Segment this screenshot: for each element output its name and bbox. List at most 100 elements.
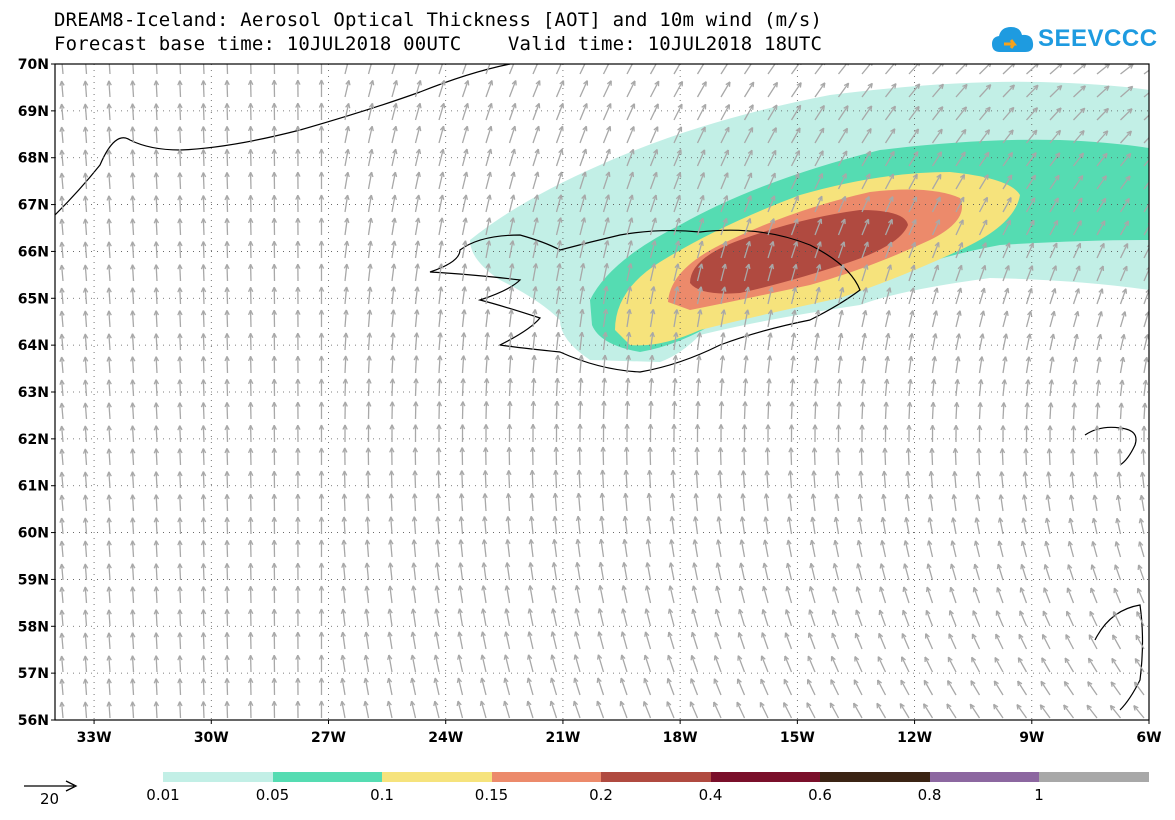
wind-arrow-head	[295, 562, 299, 568]
wind-arrow	[626, 80, 636, 98]
wind-arrow-head	[575, 539, 579, 545]
wind-arrow-head	[957, 264, 963, 270]
wind-arrow-head	[840, 218, 846, 223]
wind-arrow-head	[459, 424, 464, 430]
wind-arrow	[108, 586, 111, 604]
wind-arrow-head	[573, 654, 576, 660]
wind-arrow-head	[177, 678, 181, 684]
wind-arrow	[831, 632, 840, 650]
wind-arrow	[131, 701, 135, 719]
wind-arrow-head	[340, 654, 344, 661]
wind-arrow-head	[746, 195, 752, 200]
aot-colorbar	[163, 772, 1149, 782]
wind-arrow-head	[930, 401, 934, 407]
wind-arrow-head	[59, 494, 63, 500]
wind-arrow	[108, 310, 111, 328]
wind-arrow	[626, 263, 632, 282]
wind-arrow-head	[573, 677, 576, 683]
wind-arrow-head	[274, 57, 276, 61]
wind-arrow-head	[988, 64, 992, 68]
map-title-line-1: DREAM8-Iceland: Aerosol Optical Thicknes…	[54, 9, 823, 31]
wind-arrow-head	[526, 677, 529, 683]
wind-arrow-head	[318, 424, 323, 430]
wind-arrow-head	[698, 263, 703, 269]
wind-arrow-head	[342, 447, 346, 453]
wind-arrow	[1119, 220, 1129, 236]
wind-arrow-head	[59, 471, 63, 477]
wind-arrow	[1024, 471, 1028, 489]
wind-arrow	[649, 217, 657, 236]
wind-arrow-head	[247, 425, 252, 431]
wind-arrow-head	[673, 332, 677, 337]
wind-arrow	[226, 563, 229, 581]
wind-arrow	[343, 539, 346, 558]
wind-arrow-head	[247, 678, 252, 684]
wind-arrow-head	[737, 632, 740, 638]
wind-arrow-head	[791, 309, 796, 315]
wind-arrow-head	[201, 57, 203, 62]
wind-arrow-head	[578, 354, 583, 360]
wind-arrow	[955, 84, 968, 98]
lat-label: 63N	[18, 385, 49, 401]
wind-arrow-head	[177, 494, 181, 500]
wind-arrow-head	[740, 470, 744, 476]
lat-label: 61N	[18, 479, 49, 495]
wind-arrow	[808, 609, 816, 627]
wind-arrow-head	[834, 493, 838, 499]
wind-arrow-head	[795, 150, 800, 155]
wind-arrow	[790, 309, 796, 328]
wind-arrow	[553, 539, 558, 558]
wind-arrow-head	[505, 539, 509, 545]
wind-arrow-head	[200, 701, 204, 707]
wind-arrow	[226, 494, 229, 512]
lat-label: 57N	[18, 666, 49, 682]
wind-arrow-head	[532, 286, 537, 291]
wind-arrow	[226, 126, 229, 144]
wind-arrow-head	[391, 240, 396, 246]
wind-arrow-head	[1109, 705, 1113, 711]
wind-arrow	[391, 309, 395, 328]
wind-arrow-head	[224, 241, 228, 247]
wind-arrow-head	[667, 631, 670, 638]
wind-arrow	[767, 218, 775, 236]
wind-arrow-head	[912, 173, 918, 178]
wind-arrow	[155, 333, 158, 351]
wind-arrow	[649, 447, 652, 466]
wind-arrow	[953, 494, 957, 512]
wind-arrow	[599, 562, 605, 581]
wind-arrow-head	[464, 79, 469, 85]
wind-arrow-head	[106, 195, 110, 201]
wind-arrow	[1096, 152, 1108, 167]
wind-arrow	[390, 470, 393, 489]
wind-arrow-head	[177, 333, 181, 339]
lat-label: 66N	[18, 244, 49, 260]
wind-arrow-head	[106, 563, 110, 569]
wind-arrow-head	[716, 493, 720, 499]
wind-arrow	[364, 678, 370, 696]
wind-arrow	[696, 172, 705, 190]
wind-arrow-head	[626, 308, 631, 314]
wind-arrow-head	[366, 332, 371, 338]
wind-arrow-head	[249, 57, 251, 62]
wind-arrow	[202, 402, 205, 420]
wind-arrow-head	[247, 632, 252, 638]
wind-arrow	[884, 264, 892, 282]
wind-arrow-head	[1074, 288, 1080, 293]
wind-arrow	[411, 654, 417, 673]
wind-arrow	[1025, 129, 1038, 144]
wind-arrow	[877, 679, 887, 696]
wind-arrow-head	[916, 61, 921, 63]
wind-arrow	[696, 81, 707, 98]
wind-arrow	[413, 516, 417, 535]
wind-arrow-head	[838, 309, 843, 315]
wind-arrow	[598, 631, 605, 650]
wind-arrow	[179, 448, 182, 466]
wind-arrow	[1002, 242, 1011, 259]
wind-arrow	[84, 149, 88, 167]
wind-arrow	[202, 149, 205, 167]
wind-arrow-head	[505, 493, 509, 499]
wind-arrow	[507, 516, 511, 535]
wind-arrow-head	[1152, 199, 1153, 204]
wind-arrow	[579, 64, 586, 75]
wind-arrow-head	[295, 654, 299, 660]
